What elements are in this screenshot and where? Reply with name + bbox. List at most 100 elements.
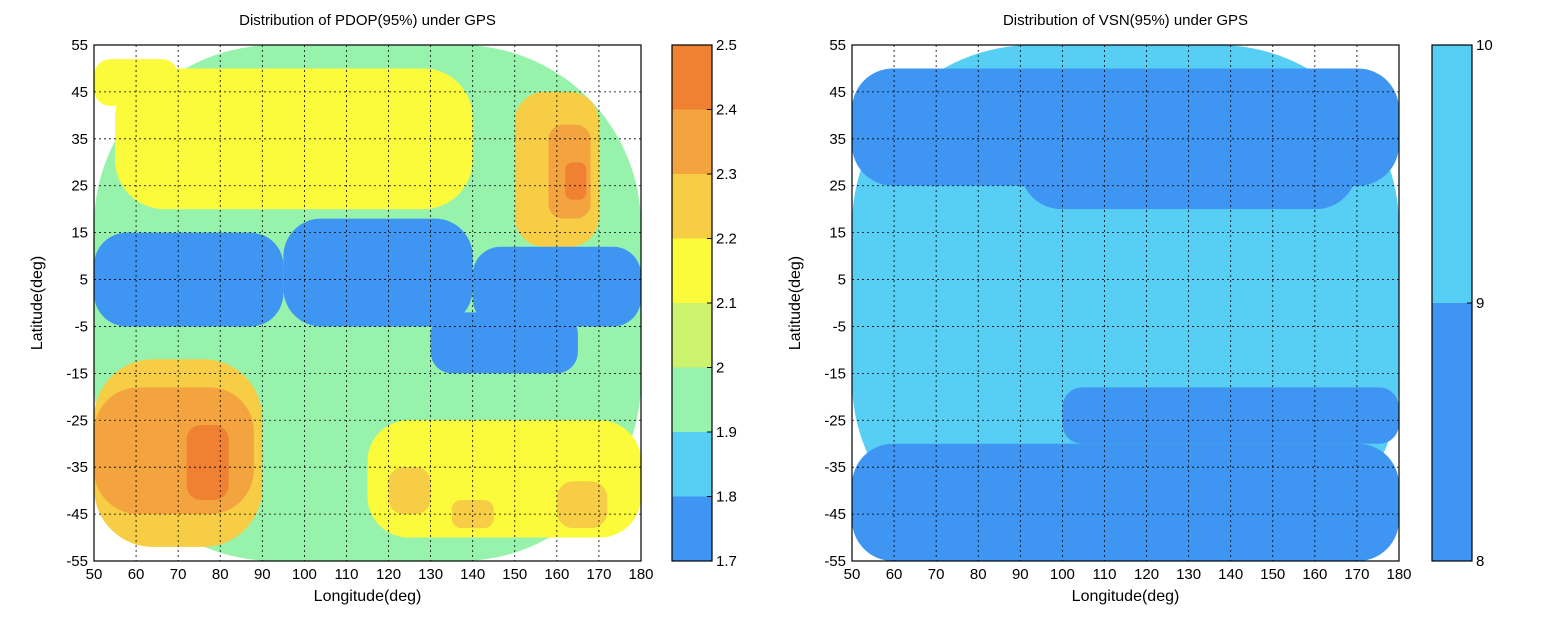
x-tick-label: 110	[1093, 566, 1117, 583]
y-tick-label: -55	[824, 553, 846, 570]
plot-frame	[851, 44, 1400, 562]
contour-region	[283, 218, 473, 327]
y-tick-label: 25	[71, 178, 88, 195]
chart-panel-1: 50 60 70 80 90 100 110 120 130 140 150 160 170 180 55 4…	[29, 12, 737, 605]
x-tick-label: 50	[844, 566, 861, 583]
x-tick-label: 80	[970, 566, 987, 583]
y-tick-label: -35	[66, 459, 88, 476]
colorbar: 8 9 10	[1431, 37, 1493, 570]
contour-region	[852, 443, 1399, 561]
x-tick-label: 140	[1218, 566, 1243, 583]
colorbar-segment	[1432, 45, 1472, 303]
y-tick-label: 5	[838, 272, 846, 289]
y-tick-label: -35	[824, 459, 846, 476]
x-tick-label: 80	[212, 566, 229, 583]
contour-region	[186, 424, 229, 501]
colorbar-segment	[1432, 303, 1472, 561]
x-tick-label: 170	[586, 566, 611, 583]
y-tick-label: -45	[824, 506, 846, 523]
colorbar-tick-label: 2.4	[716, 102, 737, 119]
contour-region	[430, 312, 578, 374]
colorbar-segment	[672, 432, 712, 497]
y-tick-label: 25	[829, 178, 846, 195]
colorbar-tick-label: 9	[1476, 295, 1484, 312]
colorbar-segment	[672, 496, 712, 561]
x-tick-label: 60	[886, 566, 903, 583]
x-tick-label: 160	[1302, 566, 1327, 583]
colorbar-tick-label: 1.8	[716, 489, 737, 506]
colorbar-segment	[672, 367, 712, 432]
colorbar: 1.7 1.8 1.9 2 2.1 2.2 2.3 2.4 2.5	[671, 37, 737, 570]
x-tick-label: 180	[628, 566, 653, 583]
x-tick-label: 110	[335, 566, 359, 583]
x-tick-label: 70	[170, 566, 187, 583]
colorbar-tick-label: 2	[716, 360, 724, 377]
colorbar-tick-label: 2.3	[716, 166, 737, 183]
y-tick-label: -15	[824, 365, 846, 382]
x-tick-label: 150	[1260, 566, 1285, 583]
x-tick-label: 180	[1386, 566, 1411, 583]
colorbar-tick-label: 1.9	[716, 424, 737, 441]
y-tick-label: 55	[71, 37, 88, 54]
contour-field	[94, 45, 641, 561]
colorbar-tick-label: 2.5	[716, 37, 737, 54]
colorbar-segment	[672, 45, 712, 110]
y-tick-label: -25	[824, 412, 846, 429]
colorbar-tick-label: 10	[1476, 37, 1493, 54]
y-tick-label: -5	[75, 318, 88, 335]
y-tick-label: 15	[829, 225, 846, 242]
x-tick-label: 70	[928, 566, 945, 583]
x-axis-label: Longitude(deg)	[1072, 588, 1180, 605]
colorbar-segment	[672, 174, 712, 239]
colorbar-tick-label: 2.1	[716, 295, 737, 312]
contour-field	[852, 45, 1399, 561]
colorbar-tick-label: 8	[1476, 553, 1484, 570]
y-axis-label: Latitude(deg)	[787, 256, 804, 350]
contour-region	[451, 500, 494, 529]
x-tick-label: 130	[1176, 566, 1201, 583]
y-axis-label: Latitude(deg)	[29, 256, 46, 350]
colorbar-segment	[672, 238, 712, 303]
contour-region	[388, 467, 431, 515]
x-tick-label: 100	[292, 566, 317, 583]
y-tick-label: 55	[829, 37, 846, 54]
y-tick-label: 5	[80, 272, 88, 289]
x-tick-label: 50	[86, 566, 103, 583]
x-tick-label: 60	[128, 566, 145, 583]
y-tick-label: -45	[66, 506, 88, 523]
colorbar-tick-label: 1.7	[716, 553, 737, 570]
x-tick-label: 150	[502, 566, 527, 583]
x-tick-label: 120	[1134, 566, 1159, 583]
y-tick-label: 15	[71, 225, 88, 242]
x-tick-label: 90	[254, 566, 271, 583]
plot-frame	[93, 44, 642, 562]
x-axis-label: Longitude(deg)	[314, 588, 422, 605]
contour-region	[115, 68, 473, 210]
chart-title: Distribution of VSN(95%) under GPS	[1003, 12, 1248, 29]
contour-region	[565, 162, 587, 200]
x-tick-label: 160	[544, 566, 569, 583]
y-tick-label: 35	[71, 131, 88, 148]
y-tick-label: 45	[829, 84, 846, 101]
contour-region	[94, 387, 254, 515]
y-tick-label: -15	[66, 365, 88, 382]
y-tick-label: -5	[833, 318, 846, 335]
chart-title: Distribution of PDOP(95%) under GPS	[239, 12, 496, 29]
x-tick-label: 140	[460, 566, 485, 583]
y-tick-label: -55	[66, 553, 88, 570]
contour-region	[556, 481, 608, 529]
colorbar-segment	[672, 303, 712, 368]
contour-region	[94, 232, 284, 327]
contour-region	[94, 59, 179, 106]
y-tick-label: -25	[66, 412, 88, 429]
y-tick-label: 35	[829, 131, 846, 148]
colorbar-segment	[672, 109, 712, 174]
x-tick-label: 100	[1050, 566, 1075, 583]
x-tick-label: 130	[418, 566, 443, 583]
x-tick-label: 90	[1012, 566, 1029, 583]
chart-panel-2: 50 60 70 80 90 100 110 120 130 140 150 160 170 180 55 4…	[787, 12, 1493, 605]
y-tick-label: 45	[71, 84, 88, 101]
x-tick-label: 170	[1344, 566, 1369, 583]
x-tick-label: 120	[376, 566, 401, 583]
colorbar-tick-label: 2.2	[716, 231, 737, 248]
